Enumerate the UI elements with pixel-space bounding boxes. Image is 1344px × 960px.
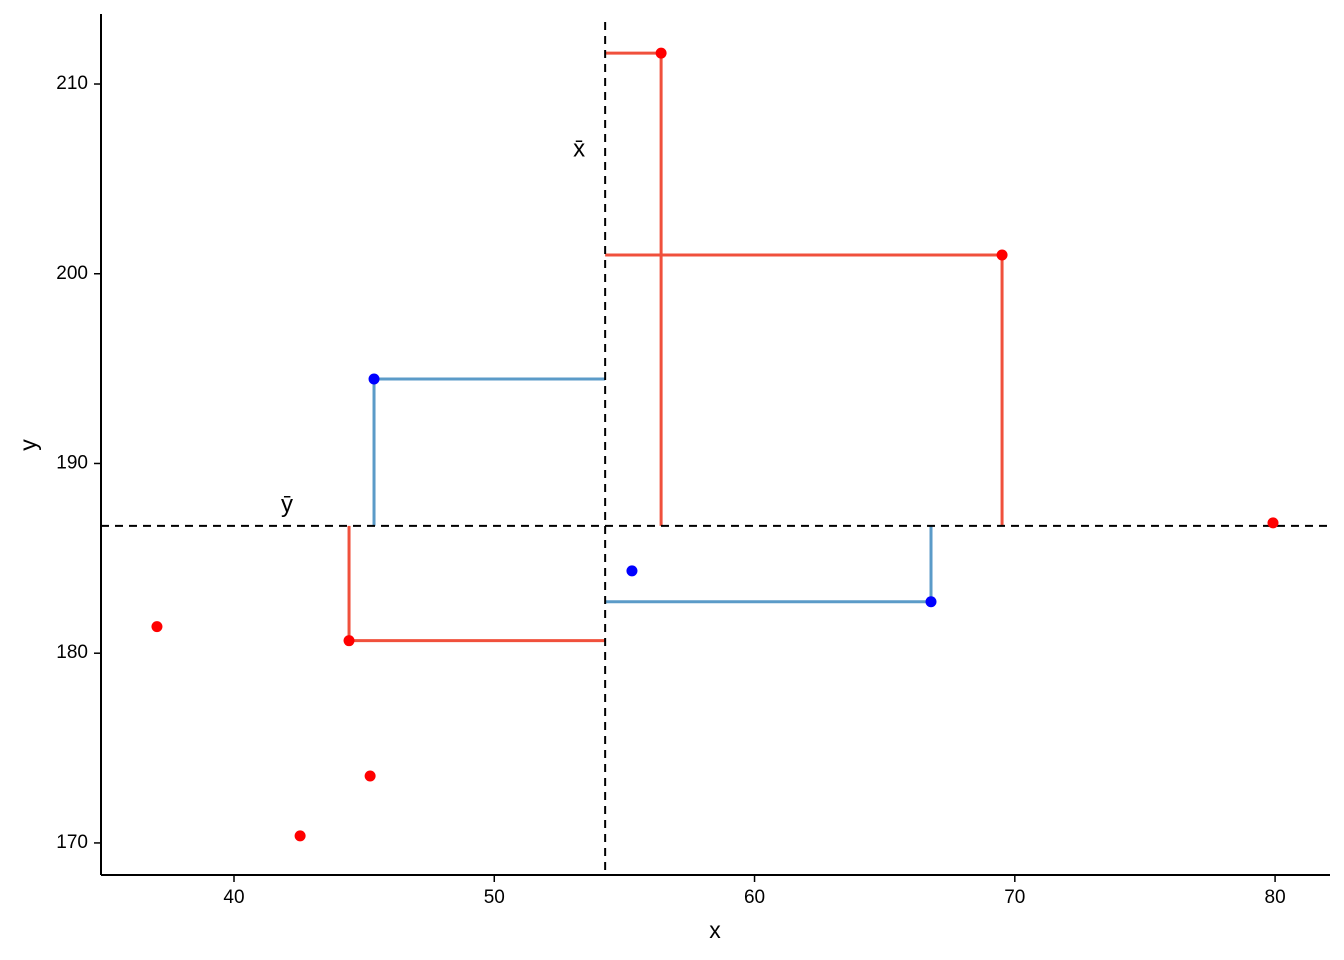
- point: [294, 830, 306, 842]
- x-tick-label: 70: [1004, 887, 1025, 908]
- y-mean-label: ȳ: [281, 491, 293, 518]
- point: [925, 596, 937, 608]
- y-tick-label: 170: [56, 832, 88, 853]
- point: [1267, 517, 1279, 529]
- y-tick-label: 210: [56, 73, 88, 94]
- y-tick-label: 180: [56, 642, 88, 663]
- y-tick-label: 190: [56, 452, 88, 473]
- point: [368, 373, 380, 385]
- y-axis-title: y: [15, 439, 41, 451]
- point: [655, 47, 667, 59]
- point: [626, 565, 638, 577]
- x-axis-title: x: [709, 917, 721, 943]
- point: [343, 635, 355, 647]
- x-tick-label: 40: [223, 887, 244, 908]
- point: [364, 770, 376, 782]
- x-tick-label: 80: [1265, 887, 1286, 908]
- point: [151, 621, 163, 633]
- x-mean-label: x̄: [573, 135, 585, 162]
- x-tick-label: 60: [744, 887, 765, 908]
- x-tick-label: 50: [484, 887, 505, 908]
- y-tick-label: 200: [56, 263, 88, 284]
- point: [996, 249, 1008, 261]
